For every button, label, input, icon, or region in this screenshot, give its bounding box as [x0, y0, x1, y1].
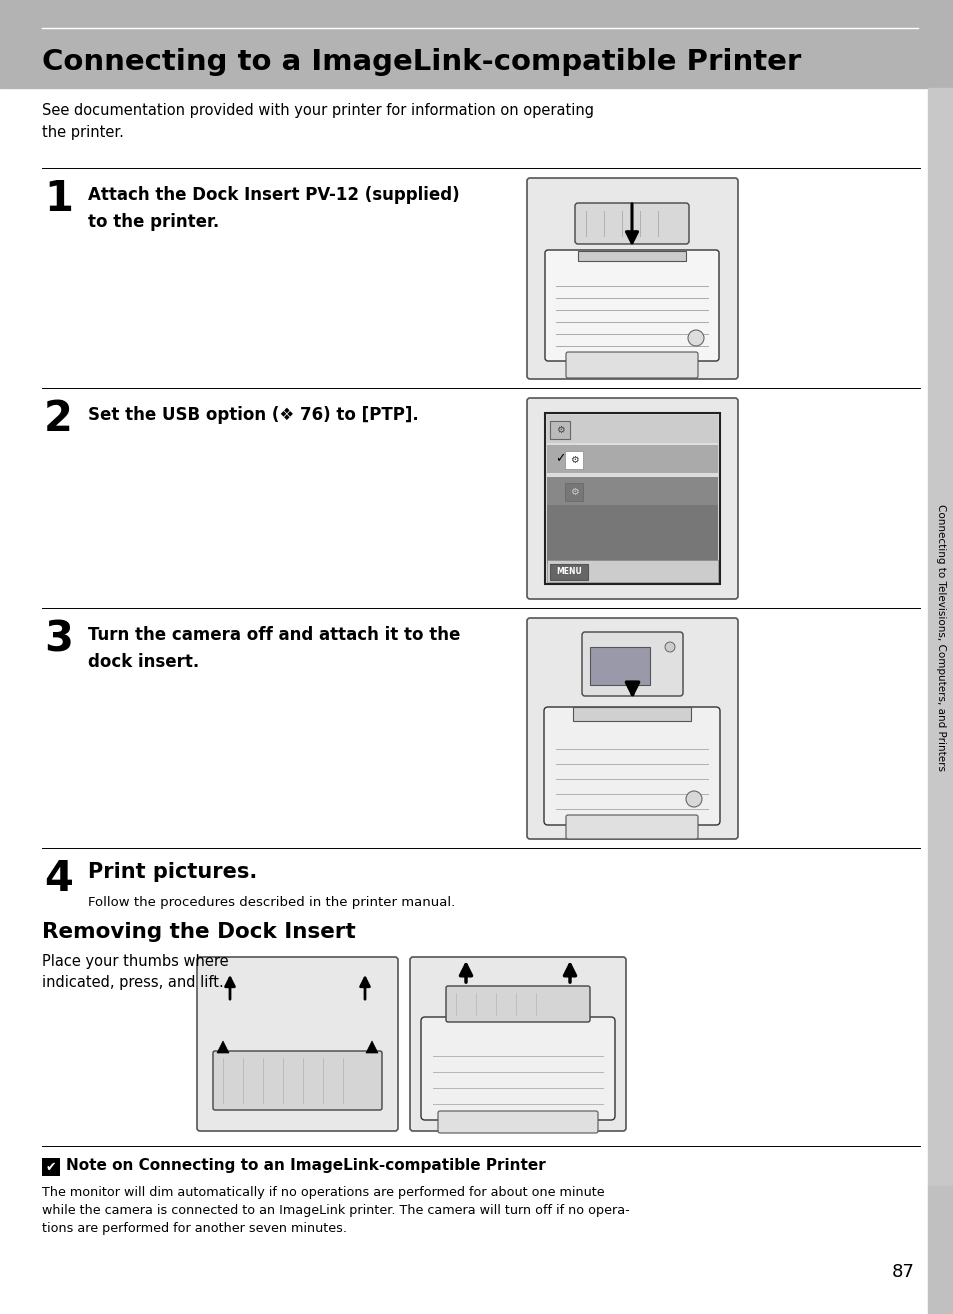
FancyBboxPatch shape [196, 957, 397, 1131]
Circle shape [664, 643, 675, 652]
FancyBboxPatch shape [565, 815, 698, 840]
Text: ✓: ✓ [555, 452, 565, 465]
Bar [546, 503, 718, 564]
Text: See documentation provided with your printer for information on operating
the pr: See documentation provided with your pri… [42, 102, 594, 139]
Text: 2: 2 [44, 398, 72, 440]
Text: Note on Connecting to an ImageLink-compatible Printer: Note on Connecting to an ImageLink-compa… [66, 1158, 545, 1173]
FancyBboxPatch shape [565, 352, 698, 378]
FancyBboxPatch shape [526, 177, 738, 378]
Bar [546, 415, 718, 443]
Text: MENU: MENU [556, 568, 581, 577]
FancyBboxPatch shape [526, 618, 738, 840]
FancyBboxPatch shape [581, 632, 682, 696]
Text: ✔: ✔ [46, 1160, 56, 1173]
Bar [564, 451, 582, 469]
FancyBboxPatch shape [410, 957, 625, 1131]
Bar [550, 420, 569, 439]
Text: ⚙: ⚙ [555, 424, 564, 435]
Text: 3: 3 [44, 618, 73, 660]
Text: 1: 1 [44, 177, 73, 219]
Bar [550, 564, 587, 579]
Text: ⚙: ⚙ [569, 487, 578, 497]
Circle shape [685, 791, 701, 807]
Text: Connecting to Televisions, Computers, and Printers: Connecting to Televisions, Computers, an… [935, 503, 945, 770]
Text: The monitor will dim automatically if no operations are performed for about one : The monitor will dim automatically if no… [42, 1187, 629, 1235]
Text: Turn the camera off and attach it to the
dock insert.: Turn the camera off and attach it to the… [88, 625, 460, 671]
Bar [589, 646, 649, 685]
Text: Removing the Dock Insert: Removing the Dock Insert [42, 922, 355, 942]
Bar [573, 707, 690, 721]
Text: Follow the procedures described in the printer manual.: Follow the procedures described in the p… [88, 896, 455, 909]
Bar [927, 88, 953, 1187]
Bar [546, 445, 718, 473]
Text: Print pictures.: Print pictures. [88, 862, 257, 882]
Text: Set the USB option (❖ 76) to [PTP].: Set the USB option (❖ 76) to [PTP]. [88, 406, 418, 424]
Bar [927, 1187, 953, 1314]
Bar [544, 413, 720, 583]
Bar [0, 0, 953, 88]
Bar [564, 484, 582, 501]
FancyBboxPatch shape [437, 1112, 598, 1133]
FancyBboxPatch shape [544, 250, 719, 361]
Bar [546, 477, 718, 505]
FancyBboxPatch shape [213, 1051, 381, 1110]
FancyBboxPatch shape [526, 398, 738, 599]
Text: Connecting to a ImageLink-compatible Printer: Connecting to a ImageLink-compatible Pri… [42, 49, 801, 76]
Bar [546, 560, 718, 582]
Circle shape [687, 330, 703, 346]
FancyBboxPatch shape [420, 1017, 615, 1120]
Polygon shape [216, 1041, 229, 1053]
Bar [578, 251, 685, 261]
Text: 4: 4 [44, 858, 72, 900]
FancyBboxPatch shape [543, 707, 720, 825]
Text: 87: 87 [891, 1263, 914, 1281]
Bar [42, 1158, 60, 1176]
Text: ⚙: ⚙ [569, 455, 578, 465]
FancyBboxPatch shape [446, 986, 589, 1022]
FancyBboxPatch shape [575, 202, 688, 244]
Text: Place your thumbs where
indicated, press, and lift.: Place your thumbs where indicated, press… [42, 954, 229, 989]
Polygon shape [366, 1041, 377, 1053]
Text: Attach the Dock Insert PV-12 (supplied)
to the printer.: Attach the Dock Insert PV-12 (supplied) … [88, 187, 459, 231]
